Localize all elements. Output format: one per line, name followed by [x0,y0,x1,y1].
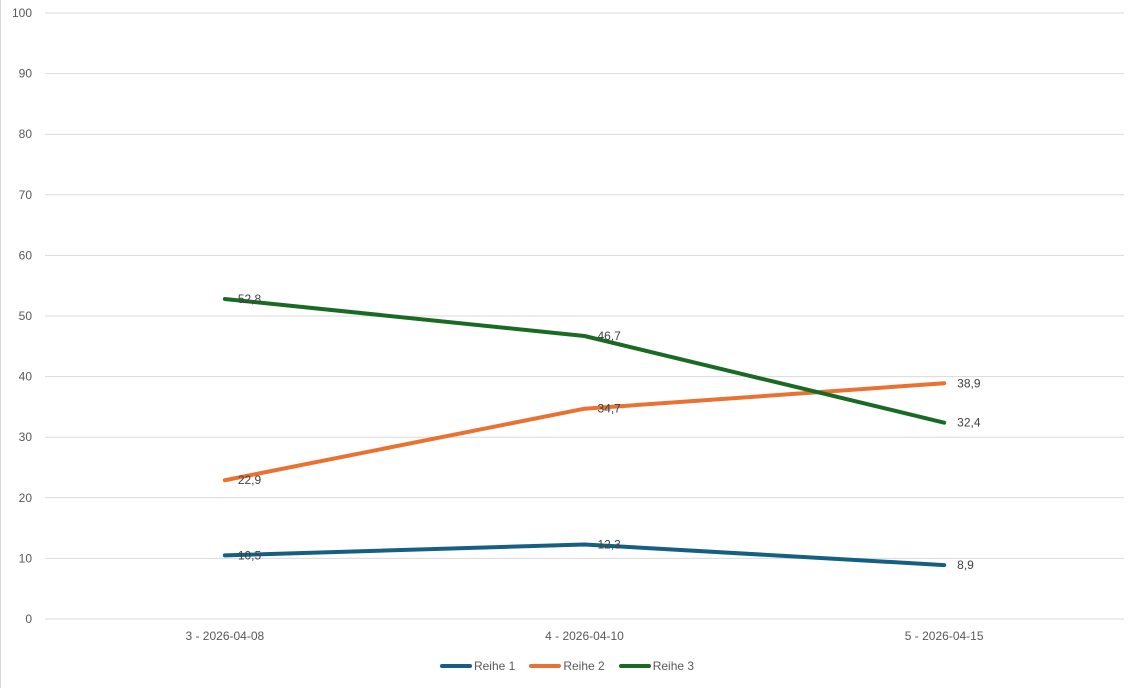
series-line-1[interactable] [222,542,947,568]
gridlines [45,12,1124,620]
legend-label: Reihe 2 [563,659,605,673]
y-tick-label: 20 [19,491,33,505]
data-label: 10,5 [238,548,262,562]
legend: Reihe 1 Reihe 2 Reihe 3 [0,659,1134,673]
y-tick-label: 90 [19,67,33,81]
data-label: 46,7 [598,329,622,343]
legend-swatch-icon [618,664,651,668]
data-label: 52,8 [238,292,262,306]
y-tick-label: 50 [19,309,33,323]
data-label: 12,3 [598,537,622,551]
legend-item-reihe-2[interactable]: Reihe 2 [529,659,605,673]
series-line-3[interactable] [222,297,947,425]
data-labels: 10,5 12,3 8,9 22,9 34,7 38,9 52,8 46,7 32,4 [238,292,981,572]
legend-label: Reihe 1 [473,659,516,673]
y-tick-label: 40 [19,370,33,384]
y-tick-label: 10 [19,551,33,565]
legend-label: Reihe 3 [652,659,695,673]
y-tick-label: 30 [19,430,33,444]
data-label: 34,7 [598,402,622,416]
y-tick-label: 60 [19,248,33,262]
legend-item-reihe-3[interactable]: Reihe 3 [618,659,695,673]
x-tick-label: 5 - 2026-04-15 [905,629,984,643]
x-axis-ticks: 3 - 2026-04-08 4 - 2026-04-10 5 - 2026-04-… [185,629,983,643]
series-lines [222,297,947,568]
y-tick-label: 70 [19,188,33,202]
x-tick-label: 3 - 2026-04-08 [185,629,264,643]
legend-swatch-icon [529,664,562,668]
data-label: 38,9 [957,376,981,390]
legend-swatch-icon [439,664,472,668]
y-tick-label: 0 [25,612,32,626]
legend-item-reihe-1[interactable]: Reihe 1 [439,659,516,673]
data-label: 32,4 [957,416,981,430]
data-label: 22,9 [238,473,262,487]
y-tick-label: 80 [19,127,33,141]
y-tick-label: 100 [12,6,32,20]
y-axis-ticks: 0 10 20 30 40 50 60 70 80 90 100 [12,6,32,626]
x-tick-label: 4 - 2026-04-10 [545,629,624,643]
data-label: 8,9 [957,558,974,572]
